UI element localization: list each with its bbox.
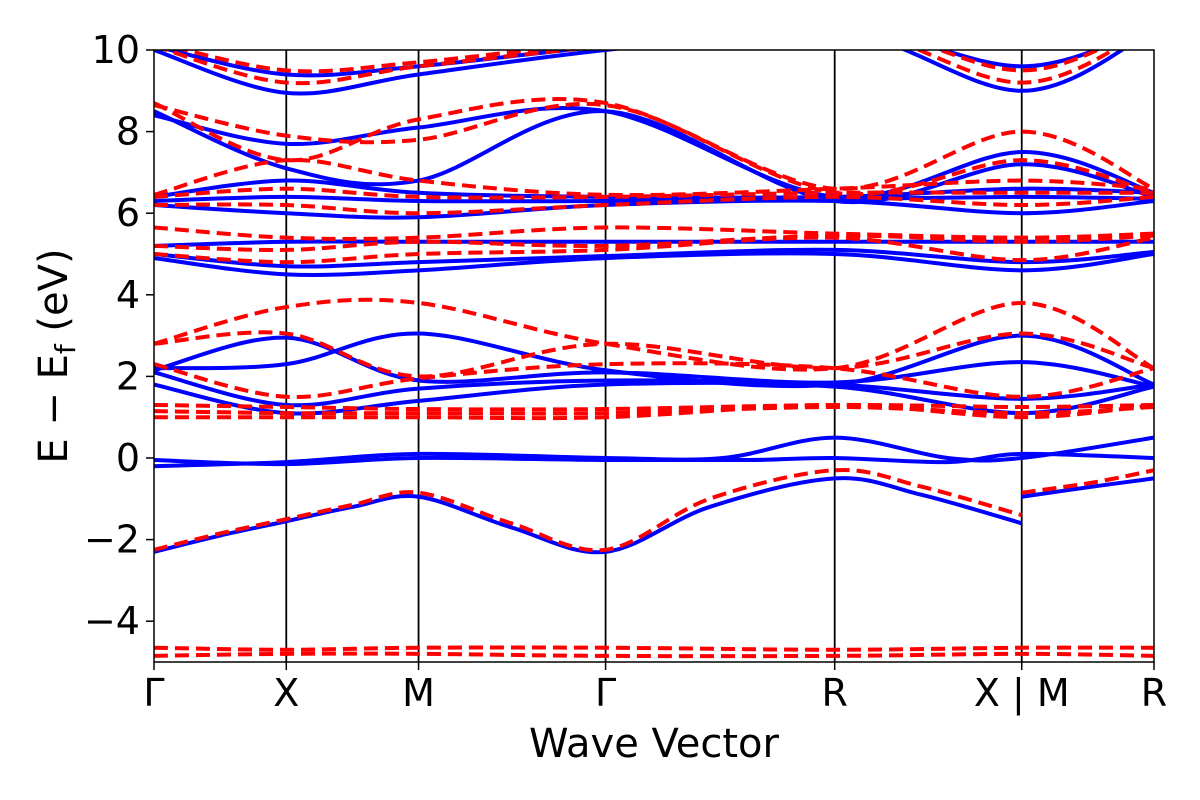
band-line-dashed [154, 651, 1154, 659]
band-line-dashed [154, 297, 1154, 372]
band-line-dashed [154, 235, 1154, 265]
x-tick-label: R [821, 671, 847, 715]
high-symmetry-lines [285, 50, 1023, 662]
y-tick-label: 2 [116, 354, 140, 398]
band-line-solid [162, 50, 1102, 78]
y-tick-label: 6 [116, 191, 140, 235]
y-tick-label: 8 [116, 110, 140, 154]
band-line-dashed [154, 467, 1023, 553]
band-line-dashed [154, 402, 1154, 412]
band-line-solid [1021, 476, 1154, 499]
x-axis-ticks: Γ X M Γ R X | M R [143, 662, 1167, 716]
y-axis-label-main: E − E [31, 354, 77, 464]
band-line-dashed [154, 225, 1154, 241]
x-tick-label: X | M [974, 671, 1070, 716]
band-line-solid [154, 105, 1154, 200]
y-axis-ticks: −4 −2 0 2 4 6 8 10 [84, 28, 154, 643]
x-tick-label: M [402, 671, 435, 715]
band-line-dashed [1021, 468, 1154, 495]
band-line-dashed [154, 194, 1154, 216]
x-tick-label: Γ [595, 671, 616, 715]
y-axis-label-unit: (eV) [31, 248, 77, 344]
band-line-solid [154, 251, 1154, 278]
band-line-solid [154, 331, 1154, 389]
x-tick-label: X [273, 671, 299, 715]
band-line-dashed [160, 50, 1117, 86]
band-line-dashed [154, 405, 1154, 416]
band-line-dashed [154, 157, 1154, 198]
band-line-solid [154, 476, 1023, 555]
band-line-solid [154, 194, 1154, 204]
band-line-dashed [154, 233, 1154, 252]
band-line-solid [154, 50, 1126, 96]
y-axis-label-subscript: f [49, 343, 82, 354]
band-lines [154, 50, 1154, 659]
y-tick-label: 4 [116, 273, 140, 317]
band-line-dashed [154, 102, 1154, 191]
band-line-solid [154, 247, 1154, 269]
y-axis-label: E − Ef (eV) [31, 248, 82, 463]
band-line-dashed [154, 645, 1154, 652]
x-tick-label: Γ [143, 671, 164, 715]
y-tick-label: 10 [92, 28, 140, 72]
x-axis-label: Wave Vector [529, 721, 780, 767]
y-tick-label: 0 [116, 436, 140, 480]
plot-frame [153, 49, 1155, 663]
band-line-dashed [154, 402, 1154, 421]
band-line-dashed [154, 361, 1154, 400]
x-tick-label: R [1141, 671, 1167, 715]
y-tick-label: −2 [84, 518, 140, 562]
band-line-solid [154, 451, 1154, 467]
y-tick-label: −4 [84, 599, 140, 643]
